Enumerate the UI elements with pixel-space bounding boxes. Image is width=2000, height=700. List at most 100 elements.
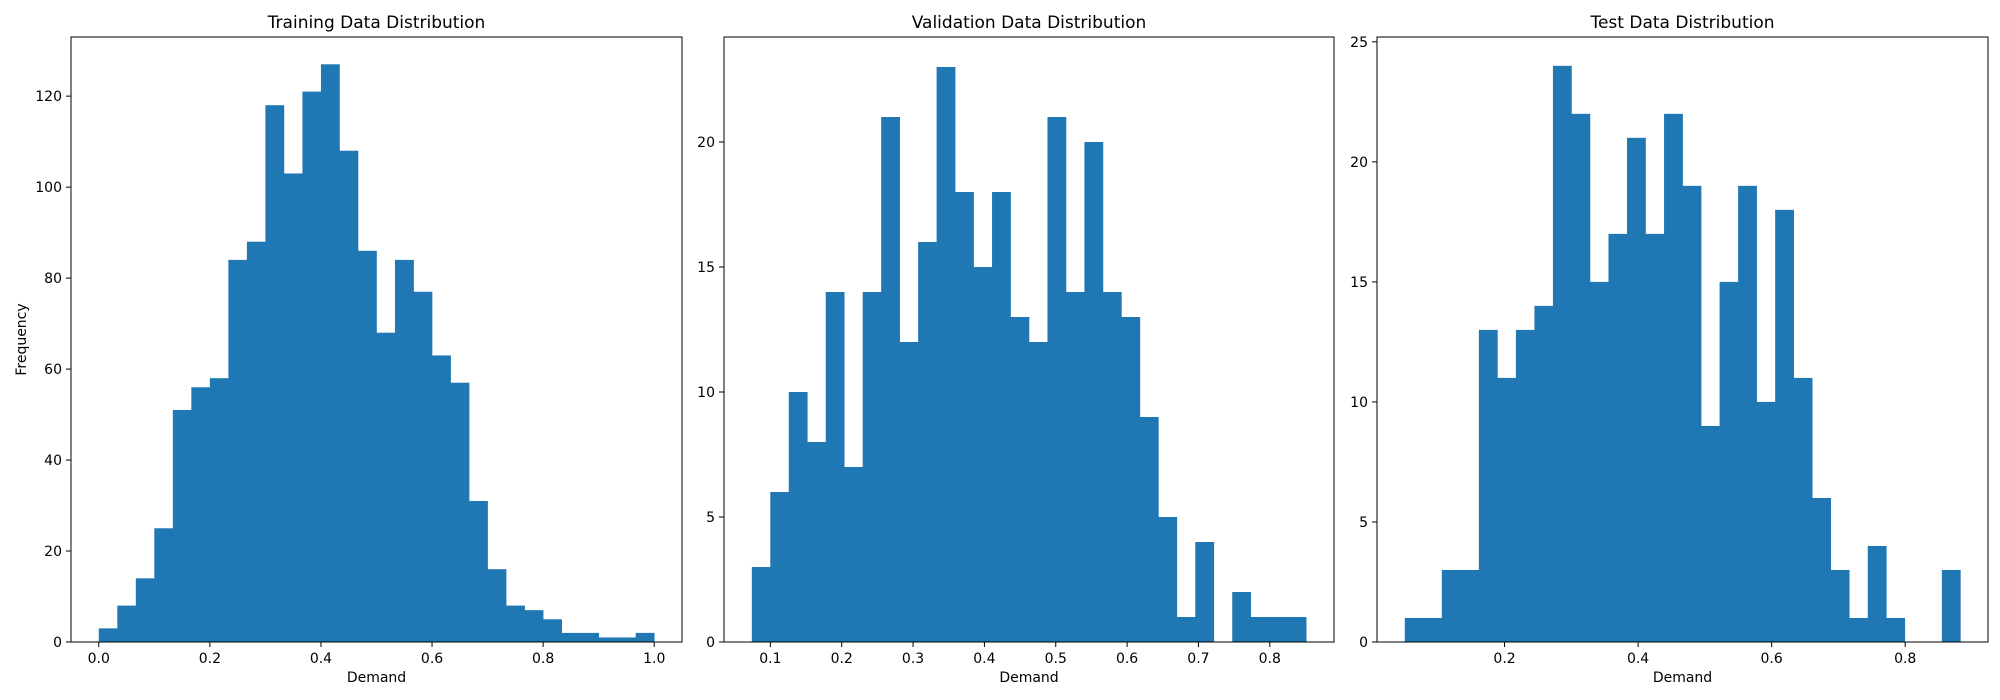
histogram-bar: [807, 442, 827, 642]
histogram-bar: [543, 619, 562, 642]
histogram-bar: [751, 567, 771, 642]
x-tick-label: 0.0: [88, 651, 110, 667]
x-tick-label: 0.4: [973, 651, 995, 667]
histogram-bar: [228, 259, 248, 642]
histogram-bar: [635, 632, 655, 642]
histogram-bar: [432, 355, 451, 642]
histogram-bar: [598, 637, 618, 642]
histogram-bar: [881, 117, 900, 642]
histogram-bar: [1608, 233, 1628, 642]
histogram-bar: [487, 569, 507, 642]
histogram-bar: [1084, 142, 1104, 642]
y-tick-label: 20: [44, 544, 62, 560]
histogram-bar: [788, 392, 808, 642]
histogram-bar: [1065, 292, 1085, 642]
y-tick-label: 120: [35, 89, 62, 105]
histogram-bar: [209, 378, 229, 642]
y-tick-label: 10: [697, 385, 715, 401]
histogram-bar: [918, 242, 937, 642]
histogram-bar: [265, 105, 285, 643]
histogram-bar: [1589, 281, 1609, 642]
y-tick-label: 5: [1359, 515, 1368, 531]
histogram-bar: [862, 292, 882, 642]
y-axis-label: Frequency: [14, 303, 30, 375]
x-tick-label: 0.7: [1187, 651, 1209, 667]
x-tick-label: 0.8: [1894, 651, 1916, 667]
histogram-bar: [357, 250, 377, 643]
axes-frame: [70, 36, 683, 643]
y-tick-label: 80: [44, 271, 62, 287]
chart-title: Training Data Distribution: [267, 13, 486, 33]
histogram-bar: [1645, 233, 1665, 642]
axes-frame: [723, 36, 1335, 643]
histogram-bar: [992, 192, 1011, 642]
x-tick-label: 0.3: [902, 651, 924, 667]
histogram-bar: [1941, 569, 1961, 642]
x-axis-label: Demand: [347, 670, 406, 686]
histogram-bar: [524, 610, 544, 642]
histogram-bar: [844, 467, 863, 642]
histogram-bar: [1047, 117, 1067, 642]
x-tick-label: 0.4: [1627, 651, 1649, 667]
histogram-bar: [1176, 617, 1196, 642]
histogram-bar: [450, 382, 470, 642]
histogram-bar: [1250, 617, 1270, 642]
histogram-bar: [154, 528, 174, 642]
x-axis-label: Demand: [999, 670, 1058, 686]
y-tick-label: 25: [1350, 35, 1368, 51]
histogram-bar: [1497, 377, 1517, 642]
histogram-bar: [1849, 617, 1869, 642]
histogram-bar: [246, 241, 266, 642]
histogram-bar: [1158, 517, 1178, 642]
histogram-bar: [283, 173, 303, 642]
x-tick-label: 0.4: [310, 651, 332, 667]
histogram-bar: [1701, 425, 1720, 642]
x-tick-label: 0.6: [421, 651, 443, 667]
x-tick-label: 0.6: [1116, 651, 1138, 667]
histogram-bar: [506, 605, 525, 642]
x-tick-label: 0.8: [1259, 651, 1281, 667]
histogram-bar: [899, 342, 919, 642]
y-tick-label: 10: [1350, 395, 1368, 411]
x-tick-label: 0.2: [199, 651, 221, 667]
y-tick-label: 20: [697, 135, 715, 151]
histogram-bar: [973, 267, 993, 642]
histogram-bar: [1775, 209, 1794, 643]
histogram-bar: [1552, 65, 1572, 642]
histogram-bar: [1812, 497, 1832, 642]
chart-panel-1: 0.0 0.2 0.4 0.6 0.8 1.0 0 20 40 60 80 100 120 Trainin…: [14, 13, 683, 686]
y-tick-label: 5: [706, 510, 715, 526]
histogram-bar: [191, 387, 211, 642]
histogram-bar: [395, 259, 414, 642]
histogram-bar: [1571, 113, 1591, 642]
histogram-bar: [617, 637, 637, 642]
y-tick-label: 0: [53, 635, 62, 651]
histogram-bar: [339, 150, 359, 642]
histogram-bar: [413, 291, 433, 642]
histogram-bar: [1423, 617, 1443, 642]
x-tick-label: 0.1: [759, 651, 781, 667]
y-tick-label: 20: [1350, 155, 1368, 171]
y-tick-label: 40: [44, 453, 62, 469]
histogram-bar: [561, 632, 581, 642]
chart-panel-2: 0.1 0.2 0.3 0.4 0.5 0.6 0.7 0.8 0 5 10 15 20 Validati…: [697, 13, 1335, 686]
y-tick-label: 15: [1350, 275, 1368, 291]
y-tick-label: 0: [706, 635, 715, 651]
histogram-bar: [1287, 617, 1307, 642]
chart-panel-3: 0.2 0.4 0.6 0.8 0 5 10 15 20 25 Test Data Distribu…: [1350, 13, 1989, 686]
histogram-bar: [98, 628, 118, 642]
y-tick-label: 60: [44, 362, 62, 378]
histogram-bar: [1719, 281, 1739, 642]
histogram-bar: [1534, 305, 1554, 642]
histogram-bar: [580, 632, 599, 642]
y-tick-label: 15: [697, 260, 715, 276]
axes-frame: [1376, 36, 1989, 643]
histogram-bar: [1478, 329, 1498, 642]
chart-title: Test Data Distribution: [1589, 13, 1774, 33]
histogram-bar: [135, 578, 155, 642]
histogram-bar: [1682, 185, 1702, 642]
histogram-bar: [1627, 137, 1646, 642]
histogram-bar: [955, 192, 974, 642]
histogram-bar: [1886, 617, 1906, 642]
